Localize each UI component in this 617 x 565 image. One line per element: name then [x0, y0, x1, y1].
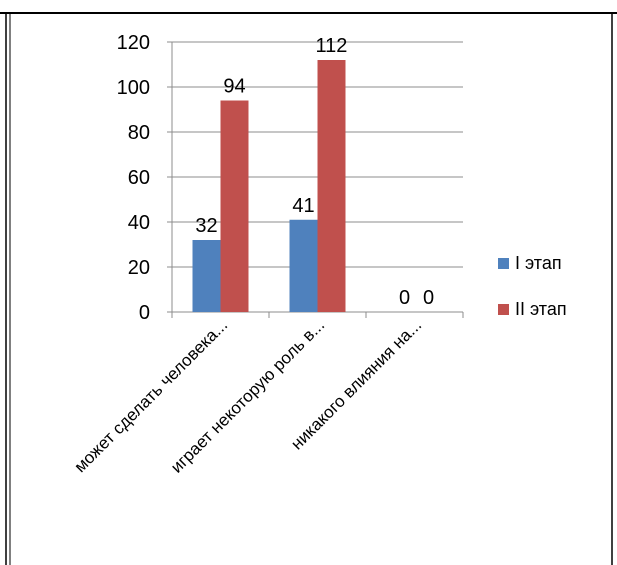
y-tick-label: 40 — [128, 212, 150, 234]
plot-area: 0 20 40 60 80 100 120 32 94 может сделать человек… — [70, 32, 464, 477]
y-tick-label: 0 — [139, 302, 150, 324]
bar — [289, 219, 318, 312]
y-tick-label: 120 — [117, 32, 150, 54]
legend: I этап II этап — [498, 253, 567, 319]
bar — [192, 240, 221, 312]
legend-swatch — [498, 304, 509, 315]
y-tick-label: 100 — [117, 77, 150, 99]
data-label: 94 — [223, 76, 245, 98]
data-label: 32 — [195, 215, 217, 237]
y-tick-label: 60 — [128, 167, 150, 189]
legend-label: I этап — [515, 253, 562, 273]
bar — [220, 100, 249, 312]
data-label: 41 — [292, 195, 314, 217]
legend-label: II этап — [515, 299, 567, 319]
data-label: 112 — [316, 35, 348, 57]
x-category-label: играет некоторую роль в... — [167, 315, 328, 476]
bar — [317, 60, 346, 312]
y-tick-label: 20 — [128, 257, 150, 279]
data-label: 0 — [399, 287, 410, 309]
legend-swatch — [498, 258, 509, 269]
x-category-label: может сделать человека... — [70, 315, 231, 476]
y-tick-label: 80 — [128, 122, 150, 144]
data-label: 0 — [423, 287, 434, 309]
